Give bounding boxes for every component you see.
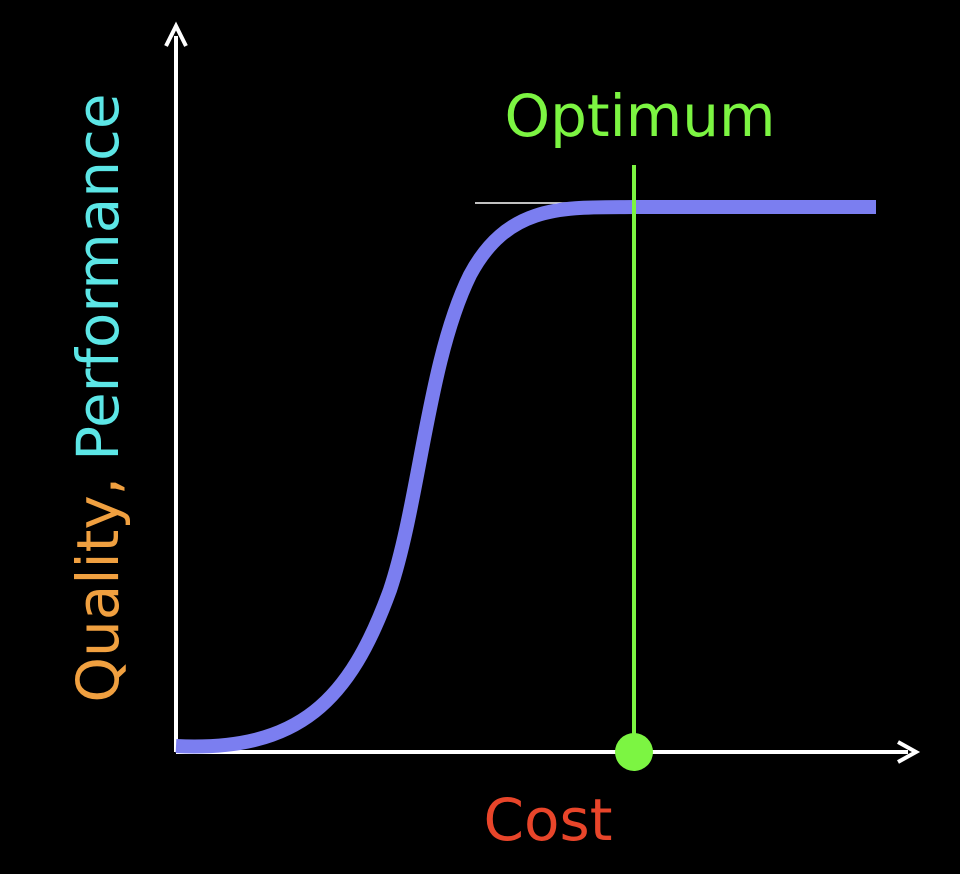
x-axis-arrow [897,740,921,764]
y-axis-label: Quality, Performance [64,93,132,702]
optimum-point [615,733,653,771]
y-label-quality: Quality, [64,477,132,703]
x-axis-label: Cost [484,786,613,854]
optimum-label: Optimum [504,82,775,150]
s-curve [175,200,876,754]
y-axis-arrow [164,21,188,47]
y-label-performance: Performance [64,93,132,461]
